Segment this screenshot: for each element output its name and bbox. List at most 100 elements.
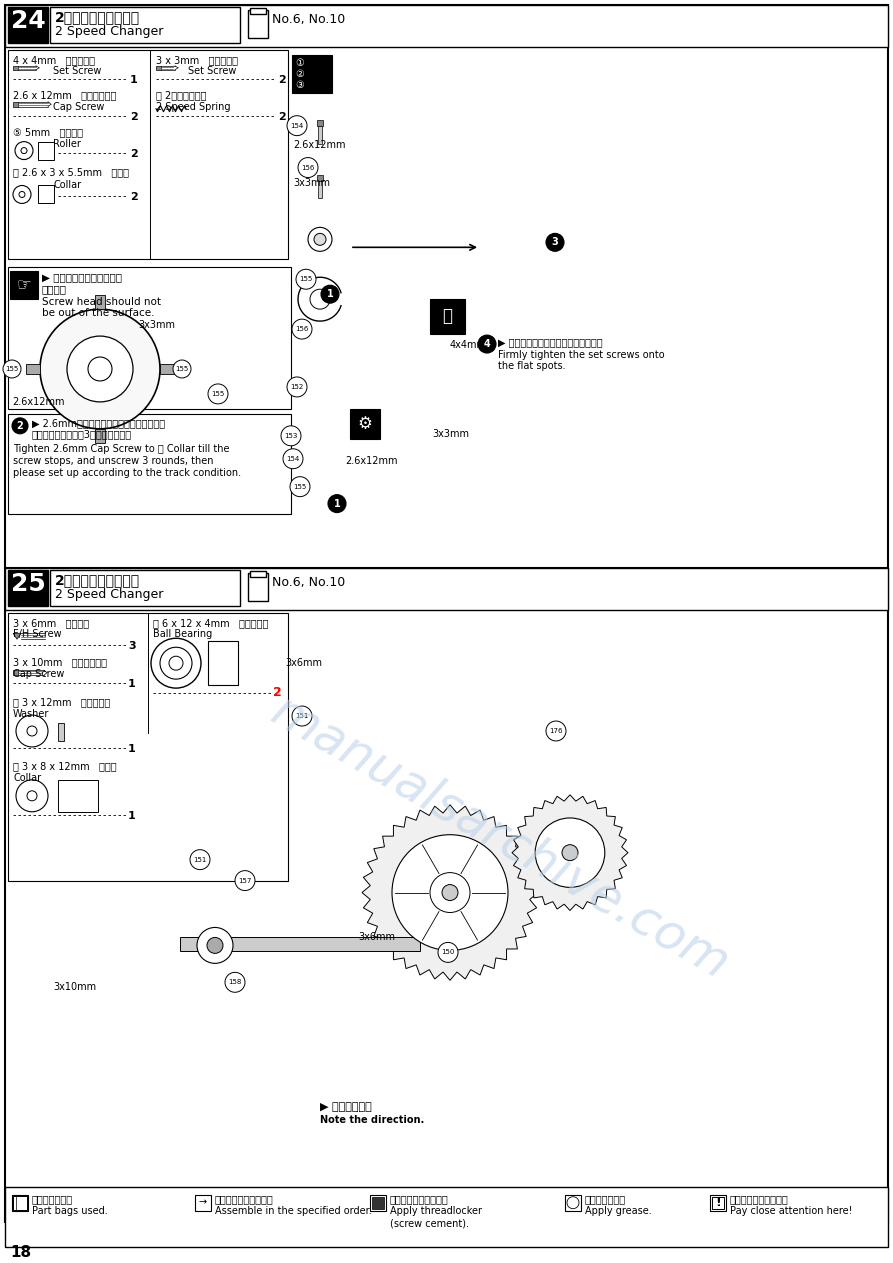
Bar bbox=[38, 186, 54, 203]
Bar bbox=[350, 409, 380, 438]
Text: 番号の順に組立てる。: 番号の順に組立てる。 bbox=[215, 1194, 274, 1204]
Text: Collar: Collar bbox=[13, 773, 41, 783]
Bar bbox=[8, 49, 288, 259]
Text: Screw head should not: Screw head should not bbox=[42, 297, 161, 307]
Text: be out of the surface.: be out of the surface. bbox=[42, 308, 154, 318]
Text: 3x6mm: 3x6mm bbox=[285, 658, 322, 668]
Bar bbox=[5, 568, 888, 610]
Text: Ball Bearing: Ball Bearing bbox=[153, 629, 213, 639]
Circle shape bbox=[27, 791, 37, 801]
Text: 155: 155 bbox=[294, 484, 306, 490]
Text: ⑯ 6 x 12 x 4mm   ベアリング: ⑯ 6 x 12 x 4mm ベアリング bbox=[153, 619, 269, 628]
Text: manualsarchive.com: manualsarchive.com bbox=[263, 687, 738, 989]
Text: ⑮ 2.6 x 3 x 5.5mm   カラー: ⑮ 2.6 x 3 x 5.5mm カラー bbox=[13, 168, 129, 178]
Text: ①: ① bbox=[295, 58, 304, 68]
Circle shape bbox=[13, 186, 31, 203]
Bar bbox=[430, 299, 465, 335]
Text: Cap Screw: Cap Screw bbox=[53, 102, 104, 111]
Circle shape bbox=[67, 336, 133, 402]
Text: 3x3mm: 3x3mm bbox=[293, 178, 330, 187]
Text: Part bags used.: Part bags used. bbox=[32, 1206, 108, 1216]
Text: 2: 2 bbox=[273, 686, 282, 700]
Circle shape bbox=[21, 148, 27, 154]
Circle shape bbox=[546, 721, 566, 741]
Bar bbox=[160, 364, 174, 374]
Circle shape bbox=[430, 873, 470, 912]
Circle shape bbox=[16, 715, 48, 746]
Text: 3x6mm: 3x6mm bbox=[358, 932, 395, 942]
Text: Set Screw: Set Screw bbox=[53, 66, 102, 76]
Bar bbox=[370, 1195, 386, 1211]
Bar bbox=[13, 1196, 27, 1210]
Bar bbox=[8, 571, 48, 606]
Text: ⑤ 5mm   ローラー: ⑤ 5mm ローラー bbox=[13, 128, 83, 138]
Circle shape bbox=[292, 706, 312, 726]
Text: ⚙: ⚙ bbox=[357, 414, 372, 433]
Text: までしめた所から3回転ゆるめる。: までしめた所から3回転ゆるめる。 bbox=[32, 429, 132, 438]
Circle shape bbox=[287, 116, 307, 135]
Bar bbox=[26, 364, 40, 374]
Text: 2: 2 bbox=[130, 192, 138, 202]
Text: Apply threadlocker
(screw cement).: Apply threadlocker (screw cement). bbox=[390, 1206, 482, 1228]
Text: 1: 1 bbox=[128, 811, 136, 821]
Text: 2.6 x 12mm   キャップビス: 2.6 x 12mm キャップビス bbox=[13, 90, 116, 100]
Text: 2: 2 bbox=[17, 421, 23, 431]
Circle shape bbox=[3, 360, 21, 378]
Circle shape bbox=[88, 357, 112, 381]
Text: グリスを塗る。: グリスを塗る。 bbox=[585, 1194, 626, 1204]
Circle shape bbox=[567, 1197, 579, 1209]
Circle shape bbox=[19, 192, 25, 197]
Text: 1: 1 bbox=[334, 499, 340, 509]
Bar bbox=[95, 296, 105, 309]
Text: 158: 158 bbox=[229, 979, 242, 985]
Bar bbox=[8, 8, 48, 43]
Circle shape bbox=[290, 476, 310, 496]
Bar bbox=[292, 54, 332, 92]
Bar bbox=[248, 573, 268, 601]
Bar bbox=[50, 8, 240, 43]
Circle shape bbox=[225, 973, 245, 993]
Circle shape bbox=[207, 937, 223, 954]
Text: 2 Speed Spring: 2 Speed Spring bbox=[156, 102, 230, 111]
Text: 2スピードミッション: 2スピードミッション bbox=[55, 10, 140, 24]
Bar bbox=[317, 174, 323, 181]
Text: 150: 150 bbox=[441, 950, 455, 955]
Text: screw stops, and unscrew 3 rounds, then: screw stops, and unscrew 3 rounds, then bbox=[13, 456, 213, 466]
Text: ☞: ☞ bbox=[17, 277, 31, 294]
Circle shape bbox=[12, 418, 28, 433]
Text: 2 Speed Changer: 2 Speed Changer bbox=[55, 25, 163, 38]
Bar bbox=[208, 642, 238, 685]
Circle shape bbox=[281, 426, 301, 446]
Text: 176: 176 bbox=[549, 727, 563, 734]
Circle shape bbox=[235, 870, 255, 890]
Circle shape bbox=[478, 335, 496, 354]
Bar bbox=[13, 102, 18, 106]
Text: 3x3mm: 3x3mm bbox=[432, 429, 469, 438]
Text: 使用する袋詰。: 使用する袋詰。 bbox=[32, 1194, 73, 1204]
Text: 4: 4 bbox=[484, 338, 490, 349]
Polygon shape bbox=[512, 794, 628, 911]
Text: 2スピードミッション: 2スピードミッション bbox=[55, 573, 140, 587]
Text: Roller: Roller bbox=[53, 139, 81, 149]
Text: 2: 2 bbox=[278, 75, 286, 85]
Bar bbox=[250, 8, 266, 14]
Text: 154: 154 bbox=[287, 456, 300, 462]
Circle shape bbox=[292, 320, 312, 338]
Text: ネジロック剤を塗る。: ネジロック剤を塗る。 bbox=[390, 1194, 449, 1204]
Text: 155: 155 bbox=[5, 366, 19, 373]
Bar bbox=[565, 1195, 581, 1211]
Text: Pay close attention here!: Pay close attention here! bbox=[730, 1206, 853, 1216]
Circle shape bbox=[535, 818, 605, 888]
Circle shape bbox=[16, 779, 48, 812]
Circle shape bbox=[546, 234, 564, 251]
Text: →: → bbox=[199, 1197, 207, 1207]
Bar bbox=[318, 181, 322, 198]
Text: ⑮ 3 x 8 x 12mm   カラー: ⑮ 3 x 8 x 12mm カラー bbox=[13, 760, 117, 770]
Bar bbox=[38, 141, 54, 159]
Text: 1: 1 bbox=[130, 75, 138, 85]
Text: Note the direction.: Note the direction. bbox=[320, 1115, 424, 1125]
Text: 1: 1 bbox=[327, 289, 333, 299]
Text: 1: 1 bbox=[128, 744, 136, 754]
Text: ▶ ネジの頭が出ないように: ▶ ネジの頭が出ないように bbox=[42, 273, 122, 282]
Text: ▶ 平らな面にセットビスを固定する。: ▶ 平らな面にセットビスを固定する。 bbox=[498, 337, 603, 347]
